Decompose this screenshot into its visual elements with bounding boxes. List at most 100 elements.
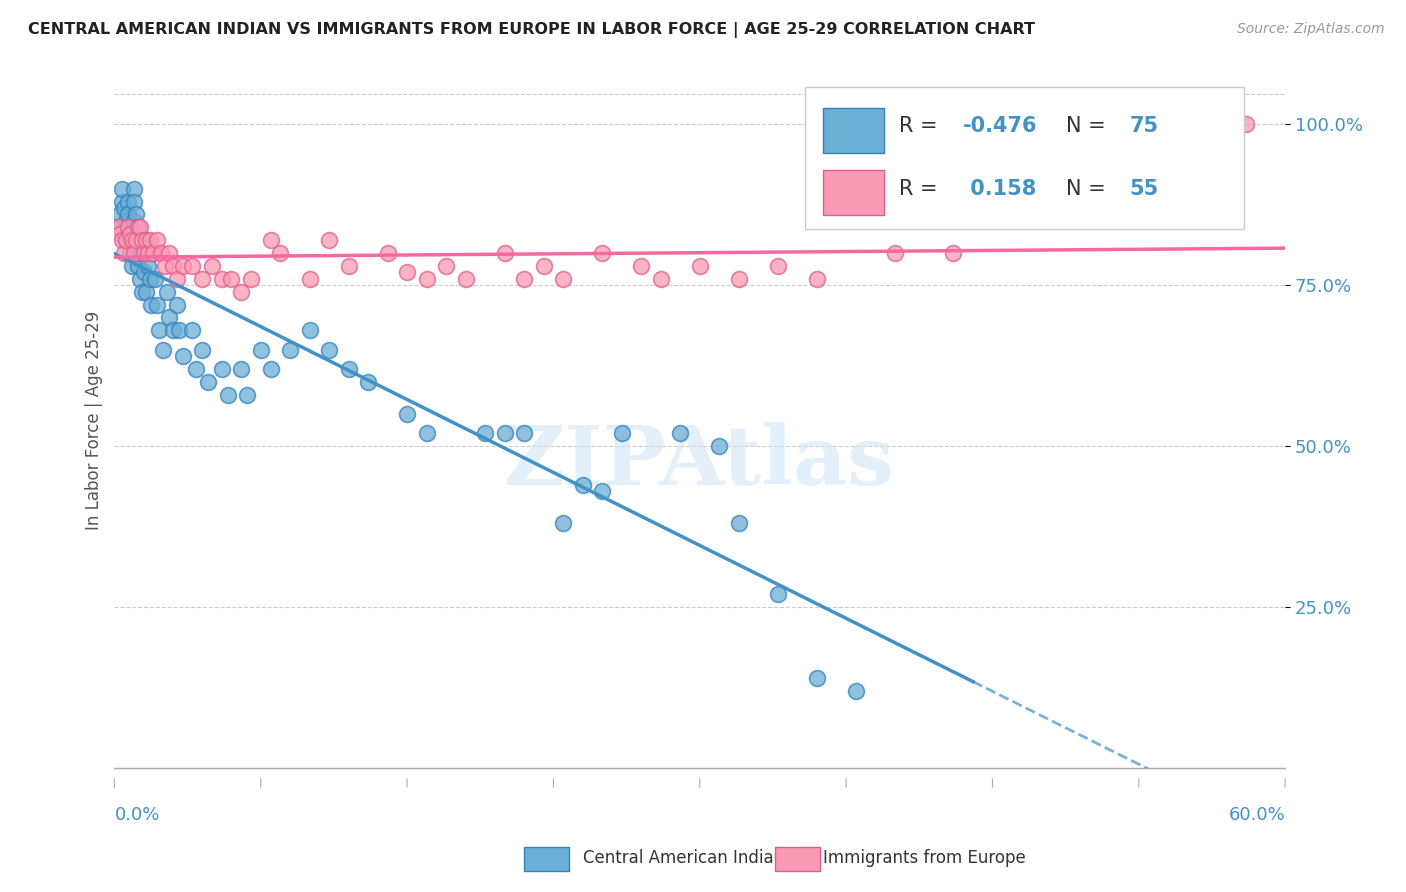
Point xyxy=(136,259,159,273)
Point xyxy=(337,362,360,376)
Point xyxy=(115,233,138,247)
Point xyxy=(259,362,281,376)
Point xyxy=(845,683,868,698)
Point xyxy=(166,297,188,311)
Point xyxy=(128,272,150,286)
Point xyxy=(181,259,204,273)
Point xyxy=(117,194,139,209)
Text: 60.0%: 60.0% xyxy=(1229,805,1285,824)
Point xyxy=(191,272,214,286)
Point xyxy=(135,246,157,260)
Point xyxy=(121,259,143,273)
Point xyxy=(942,246,965,260)
Point xyxy=(513,426,536,441)
Text: CENTRAL AMERICAN INDIAN VS IMMIGRANTS FROM EUROPE IN LABOR FORCE | AGE 25-29 COR: CENTRAL AMERICAN INDIAN VS IMMIGRANTS FR… xyxy=(28,22,1035,38)
Point xyxy=(553,272,575,286)
Point xyxy=(112,246,135,260)
Text: ZIPAtlas: ZIPAtlas xyxy=(505,422,896,502)
Point xyxy=(128,220,150,235)
Point xyxy=(278,343,301,357)
Point xyxy=(135,285,157,299)
Point xyxy=(135,233,157,247)
Point xyxy=(142,246,165,260)
Point xyxy=(111,233,134,247)
Point xyxy=(669,426,692,441)
Point xyxy=(138,233,160,247)
Point xyxy=(231,285,253,299)
FancyBboxPatch shape xyxy=(823,170,883,215)
Point xyxy=(415,272,437,286)
Point xyxy=(117,207,139,221)
Point xyxy=(112,201,135,215)
Point xyxy=(132,246,155,260)
Point xyxy=(571,477,593,491)
Point xyxy=(131,285,153,299)
Point xyxy=(146,233,169,247)
Point xyxy=(111,182,134,196)
Text: -0.476: -0.476 xyxy=(963,117,1038,136)
Point xyxy=(162,323,184,337)
Point xyxy=(337,259,360,273)
Point xyxy=(415,426,437,441)
Point xyxy=(141,297,163,311)
Point xyxy=(150,246,173,260)
Point xyxy=(766,587,789,601)
Point xyxy=(494,426,516,441)
Point xyxy=(240,272,263,286)
Point xyxy=(148,323,170,337)
Point xyxy=(259,233,281,247)
Point xyxy=(197,375,219,389)
Text: R =: R = xyxy=(898,117,943,136)
Point xyxy=(883,246,905,260)
Text: Central American Indians: Central American Indians xyxy=(583,849,793,867)
Point xyxy=(474,426,496,441)
Point xyxy=(591,484,613,499)
FancyBboxPatch shape xyxy=(823,108,883,153)
Text: 55: 55 xyxy=(1129,179,1159,199)
Point xyxy=(110,227,132,241)
Point xyxy=(191,343,214,357)
Point xyxy=(122,182,145,196)
Point xyxy=(132,265,155,279)
Point xyxy=(298,323,321,337)
Point xyxy=(249,343,271,357)
Point xyxy=(128,233,150,247)
Point xyxy=(709,439,731,453)
Point xyxy=(152,343,174,357)
Text: R =: R = xyxy=(898,179,943,199)
Point xyxy=(201,259,224,273)
Point xyxy=(377,246,399,260)
Point xyxy=(107,220,129,235)
Point xyxy=(142,246,165,260)
Point xyxy=(117,220,139,235)
Point xyxy=(122,214,145,228)
Point xyxy=(125,233,148,247)
Text: 0.0%: 0.0% xyxy=(114,805,160,824)
Point xyxy=(186,362,208,376)
Text: 75: 75 xyxy=(1129,117,1159,136)
Point xyxy=(298,272,321,286)
Point xyxy=(127,220,149,235)
Text: Immigrants from Europe: Immigrants from Europe xyxy=(823,849,1025,867)
Point xyxy=(357,375,380,389)
Text: N =: N = xyxy=(1066,117,1112,136)
Point xyxy=(127,220,149,235)
Y-axis label: In Labor Force | Age 25-29: In Labor Force | Age 25-29 xyxy=(86,310,103,530)
Point xyxy=(115,214,138,228)
Point xyxy=(118,220,141,235)
Point xyxy=(111,194,134,209)
Text: N =: N = xyxy=(1066,179,1112,199)
Point xyxy=(166,272,188,286)
Point xyxy=(153,259,176,273)
Point xyxy=(131,246,153,260)
Point xyxy=(610,426,633,441)
Point xyxy=(118,246,141,260)
Point xyxy=(181,323,204,337)
Point xyxy=(727,516,749,531)
Point xyxy=(591,246,613,260)
Point xyxy=(236,387,259,401)
Point xyxy=(533,259,555,273)
Point xyxy=(396,265,419,279)
Point xyxy=(136,246,159,260)
Point xyxy=(122,194,145,209)
